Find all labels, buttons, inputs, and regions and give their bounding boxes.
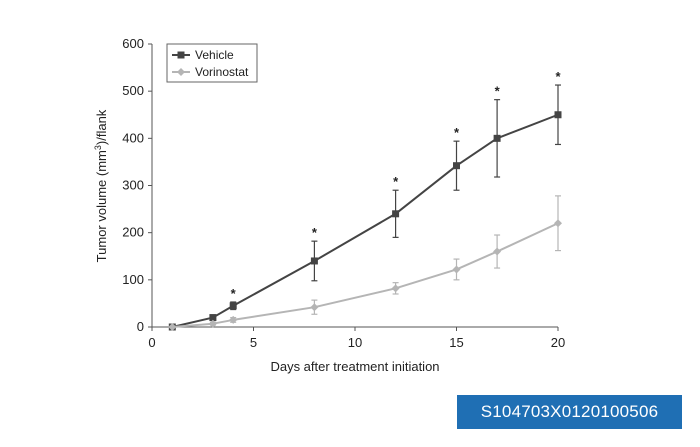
series-vorinostat [168,195,562,331]
series-vehicle [168,84,562,331]
significance-asterisk: * [231,286,237,301]
y-axis-title-superscript: 3 [93,145,103,150]
data-point [554,219,562,228]
significance-markers: * * * * * * [231,69,562,301]
x-tick-label: 5 [250,335,257,350]
y-tick-label: 600 [122,36,144,51]
y-axis-title-prefix: Tumor volume (mm [94,150,109,262]
data-point [229,302,237,310]
data-point [452,265,461,274]
y-axis-title: Tumor volume (mm3)/flank [93,109,109,262]
axes: 0 100 200 300 400 500 600 0 5 10 15 20 [122,36,565,350]
series-line [172,222,559,328]
x-tick-label: 20 [551,335,565,350]
legend-marker [177,68,185,76]
y-axis-title-suffix: )/flank [94,109,109,145]
y-tick-label: 500 [122,83,144,98]
data-point [209,314,217,322]
data-point [493,247,502,256]
significance-asterisk: * [393,174,399,189]
legend-box [166,43,258,83]
legend: Vehicle Vorinostat [166,43,258,83]
x-tick-label: 0 [148,335,155,350]
image-id-badge: S104703X0120100506 [457,395,682,429]
data-point [554,111,562,119]
x-tick-label: 10 [348,335,362,350]
significance-asterisk: * [555,69,561,84]
y-tick-label: 200 [122,225,144,240]
data-point [310,257,318,265]
legend-label: Vorinostat [195,65,249,79]
legend-label: Vehicle [195,48,234,62]
significance-asterisk: * [495,84,501,99]
data-point [208,319,217,328]
legend-marker [177,51,185,59]
y-tick-label: 400 [122,130,144,145]
y-tick-label: 100 [122,272,144,287]
data-point [310,303,319,312]
legend-item-vorinostat: Vorinostat [172,65,249,79]
x-axis-title: Days after treatment initiation [270,359,439,374]
data-point [453,162,460,170]
data-point [392,210,400,218]
x-tick-label: 15 [449,335,463,350]
y-tick-label: 300 [122,178,144,193]
significance-asterisk: * [312,225,318,240]
data-point [493,134,501,142]
data-point [391,284,400,293]
y-tick-label: 0 [137,319,144,334]
legend-item-vehicle: Vehicle [172,48,234,62]
series-layer [168,84,562,331]
data-point [168,323,177,331]
data-point [229,315,238,324]
significance-asterisk: * [454,125,460,140]
